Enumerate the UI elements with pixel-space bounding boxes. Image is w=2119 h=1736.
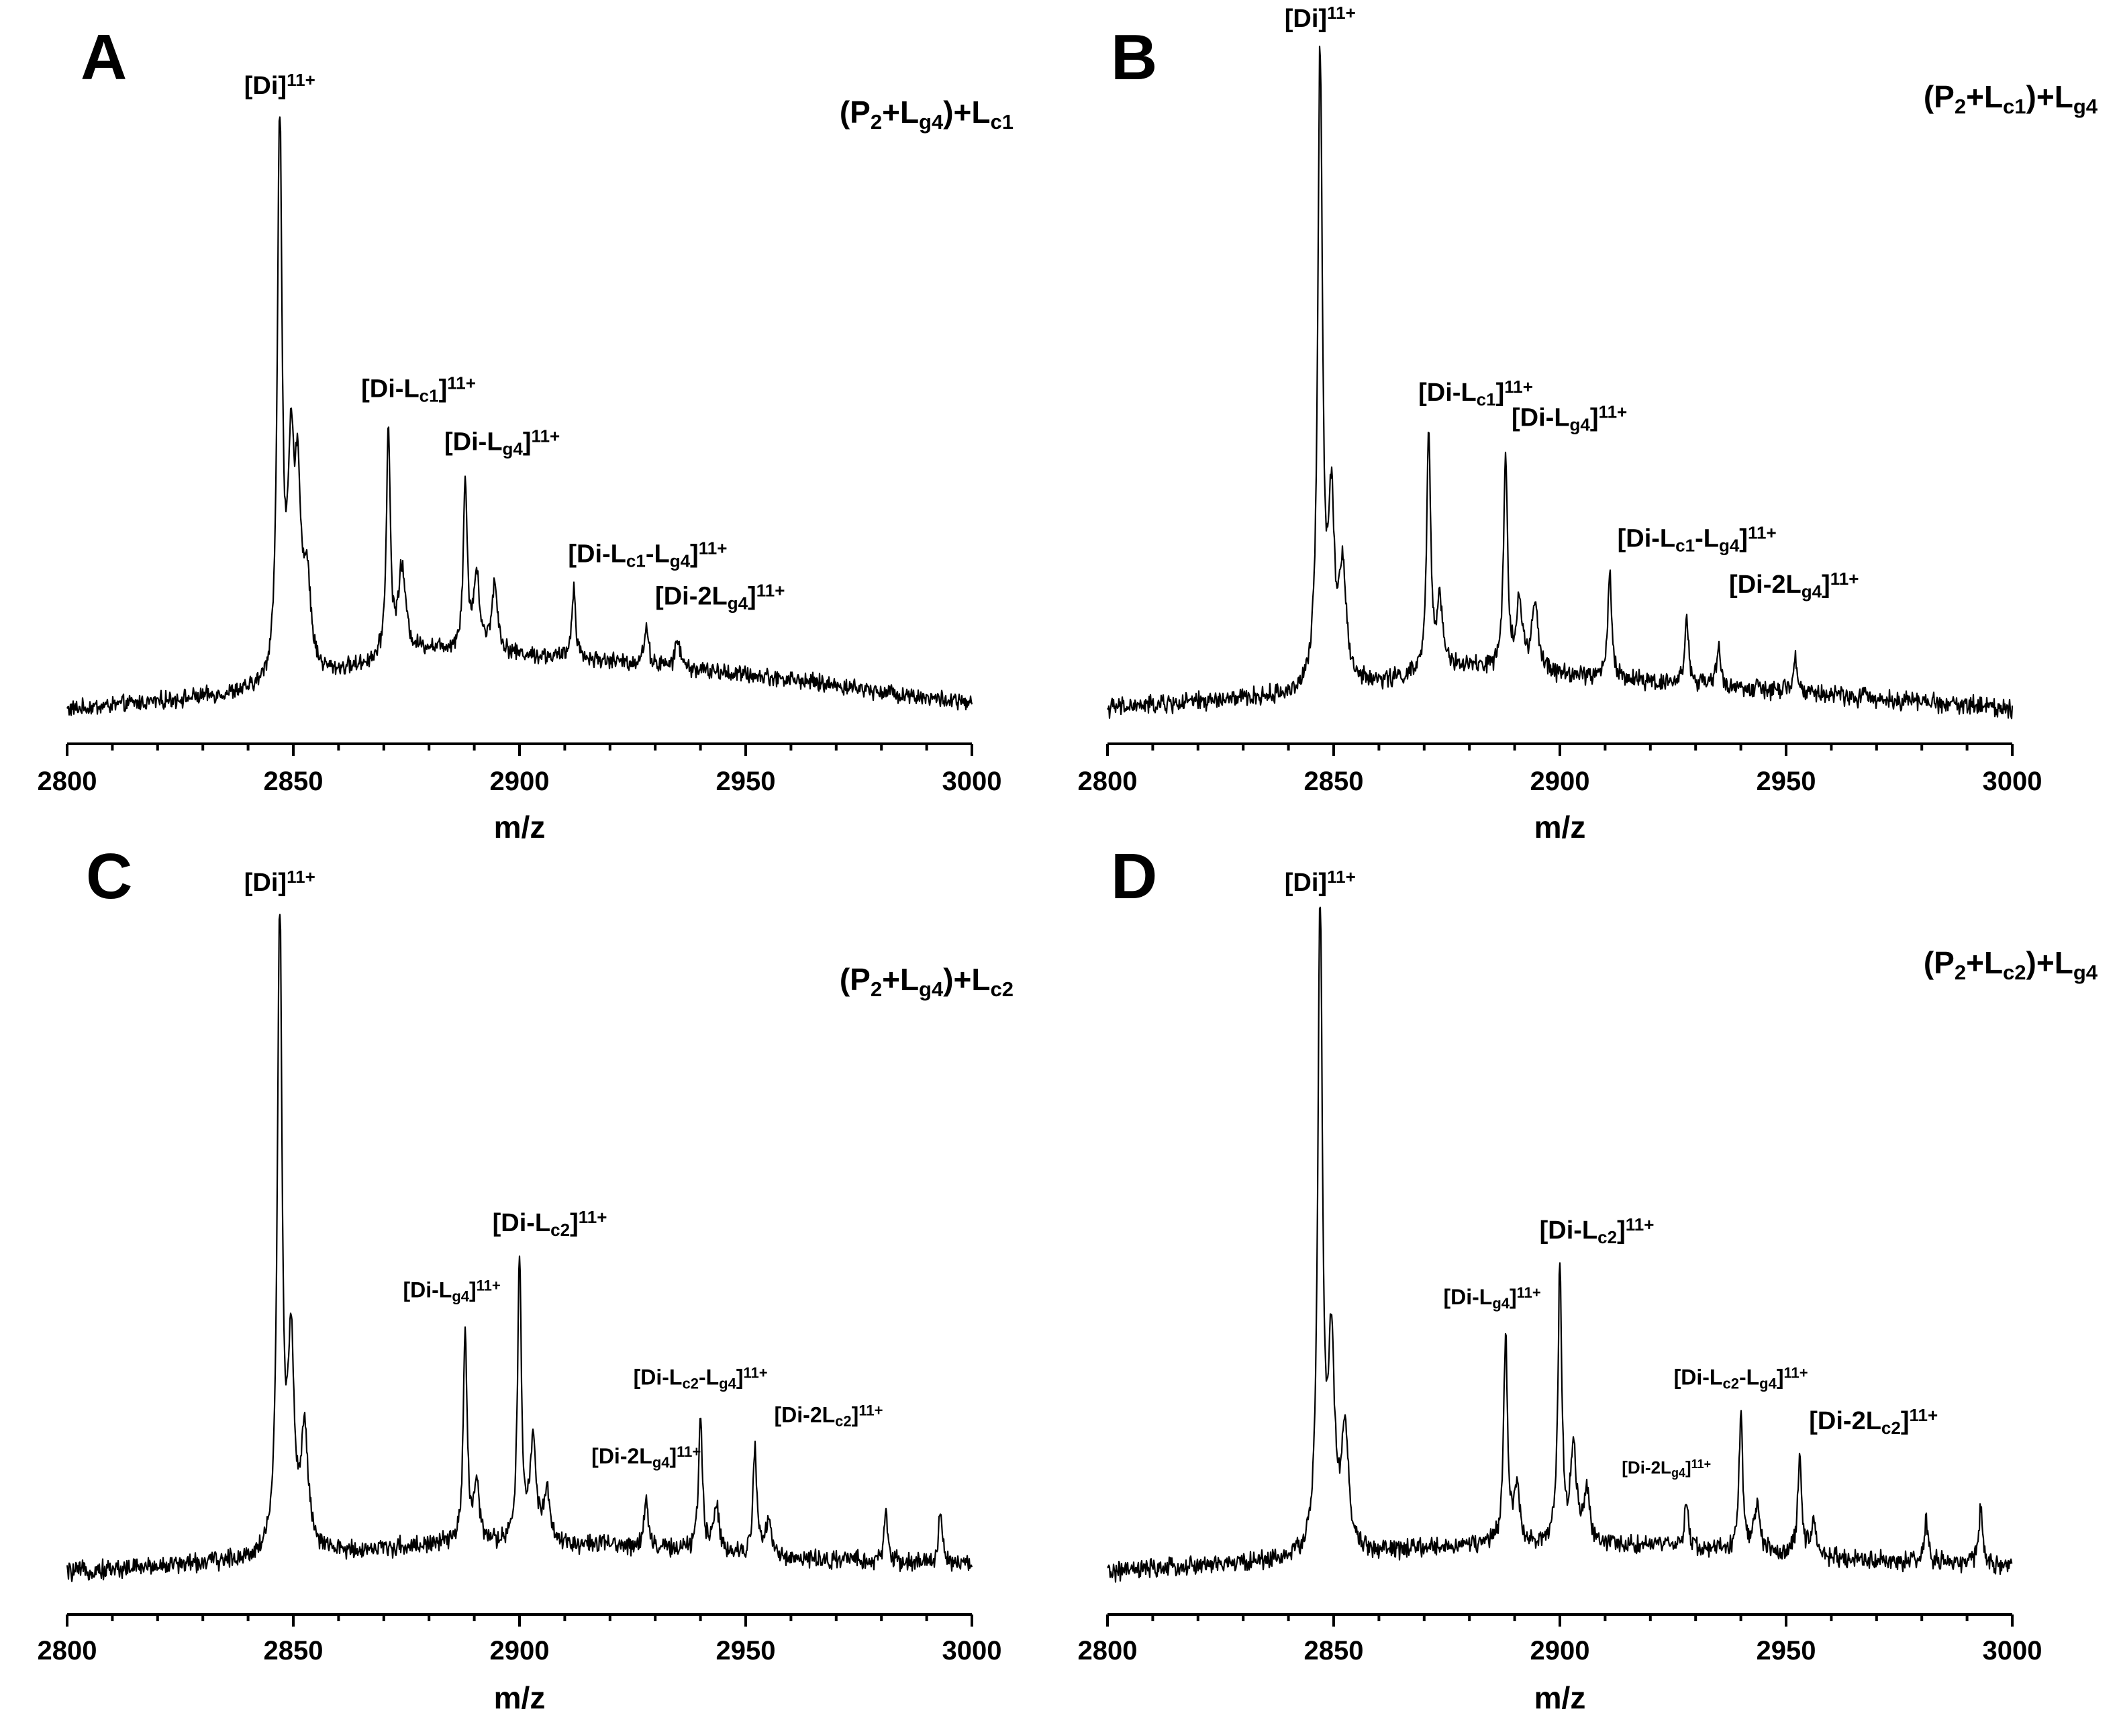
x-tick-label: 2900 xyxy=(1530,767,1590,796)
x-axis-title: m/z xyxy=(494,810,546,845)
peak-annotation-label: [Di-Lc2-Lg4]11+ xyxy=(634,1365,768,1392)
x-axis-ticks xyxy=(1106,744,2014,756)
condition-label: (P2+Lg4)+Lc1 xyxy=(840,95,1014,134)
peak-annotation-label: [Di-2Lg4]11+ xyxy=(1622,1457,1711,1480)
annotation-group: [Di]11+ [Di-Lg4]11+ [Di-Lc2]11+ [Di-2Lg4… xyxy=(1285,867,1938,1480)
annotation-group: [Di]11+ [Di-Lg4]11+ [Di-Lc2]11+ [Di-2Lg4… xyxy=(244,867,883,1471)
peak-annotation-label: [Di-Lc1]11+ xyxy=(1418,377,1533,409)
peak-annotation-label: [Di-Lg4]11+ xyxy=(403,1277,500,1305)
x-axis-title: m/z xyxy=(1534,810,1586,845)
x-tick-label: 2950 xyxy=(1757,767,1816,796)
condition-label: (P2+Lc2)+Lg4 xyxy=(1924,945,2098,984)
panel-letter: B xyxy=(1111,21,1157,93)
spectrum-trace-line xyxy=(66,914,973,1582)
spectrum-trace-group xyxy=(1107,906,2013,1583)
x-tick-label: 2900 xyxy=(490,1636,550,1666)
peak-annotation-label: [Di-Lg4]11+ xyxy=(1512,402,1627,435)
panel-d: D (P2+Lc2)+Lg4 2800 2850 2900 2950 3000 … xyxy=(1078,840,2098,1715)
x-tick-label: 2900 xyxy=(490,767,550,796)
panel-c: C (P2+Lg4)+Lc2 2800 2850 2900 2950 3000 … xyxy=(38,840,1014,1715)
x-tick-label: 2800 xyxy=(1078,767,1138,796)
peak-annotation-label: [Di-Lg4]11+ xyxy=(1443,1284,1540,1312)
panel-b: B (P2+Lc1)+Lg4 2800 2850 2900 2950 3000 … xyxy=(1078,3,2098,845)
annotation-group: [Di]11+ [Di-Lc1]11+ [Di-Lg4]11+ [Di-Lc1-… xyxy=(1285,3,1859,601)
condition-label: (P2+Lg4)+Lc2 xyxy=(840,962,1014,1001)
panel-letter: C xyxy=(86,840,132,912)
peak-annotation-label: [Di-2Lg4]11+ xyxy=(655,581,785,614)
x-axis-title: m/z xyxy=(1534,1680,1586,1715)
peak-annotation-label: [Di-Lc1]11+ xyxy=(361,373,476,406)
x-tick-label: 2850 xyxy=(1304,767,1364,796)
peak-annotation-label: [Di]11+ xyxy=(244,70,315,100)
x-tick-label: 2800 xyxy=(38,1636,97,1666)
spectrum-trace-line xyxy=(66,116,973,716)
x-axis-title: m/z xyxy=(494,1680,546,1715)
peak-annotation-label: [Di-2Lc2]11+ xyxy=(775,1402,883,1430)
x-tick-label: 2900 xyxy=(1530,1636,1590,1666)
x-tick-label: 2850 xyxy=(264,767,324,796)
condition-label: (P2+Lc1)+Lg4 xyxy=(1924,79,2098,118)
x-tick-label: 2800 xyxy=(1078,1636,1138,1666)
peak-annotation-label: [Di-Lc1-Lg4]11+ xyxy=(1618,523,1777,556)
x-tick-label: 2950 xyxy=(1757,1636,1816,1666)
peak-annotation-label: [Di-Lc1-Lg4]11+ xyxy=(568,538,727,571)
peak-annotation-label: [Di-2Lg4]11+ xyxy=(591,1443,701,1471)
x-tick-label: 3000 xyxy=(942,767,1002,796)
peak-annotation-label: [Di-2Lg4]11+ xyxy=(1729,569,1859,602)
x-tick-label: 3000 xyxy=(1983,1636,2042,1666)
peak-annotation-label: [Di-Lc2]11+ xyxy=(493,1207,607,1240)
x-tick-label: 3000 xyxy=(942,1636,1002,1666)
spectrum-trace-group xyxy=(66,116,973,716)
peak-annotation-label: [Di]11+ xyxy=(1285,867,1356,897)
peak-annotation-label: [Di-Lc2-Lg4]11+ xyxy=(1674,1365,1808,1392)
peak-annotation-label: [Di]11+ xyxy=(1285,3,1356,33)
peak-annotation-label: [Di]11+ xyxy=(244,867,315,897)
x-tick-label: 2850 xyxy=(264,1636,324,1666)
annotation-group: [Di]11+ [Di-Lc1]11+ [Di-Lg4]11+ [Di-Lc1-… xyxy=(244,70,785,614)
x-tick-label: 2800 xyxy=(38,767,97,796)
x-axis-ticks xyxy=(66,744,973,756)
x-tick-label: 2850 xyxy=(1304,1636,1364,1666)
peak-annotation-label: [Di-Lg4]11+ xyxy=(444,426,560,459)
spectrum-trace-line xyxy=(1107,46,2014,720)
spectrum-trace-group xyxy=(66,914,973,1582)
x-tick-label: 2950 xyxy=(716,1636,776,1666)
x-axis-ticks xyxy=(1106,1614,2014,1627)
panel-letter: A xyxy=(81,21,127,93)
peak-annotation-label: [Di-2Lc2]11+ xyxy=(1809,1405,1938,1438)
spectrum-trace-group xyxy=(1107,46,2014,720)
peak-annotation-label: [Di-Lc2]11+ xyxy=(1540,1214,1655,1247)
x-tick-label: 3000 xyxy=(1983,767,2042,796)
x-axis-ticks xyxy=(66,1614,973,1627)
x-tick-label: 2950 xyxy=(716,767,776,796)
panel-letter: D xyxy=(1111,840,1157,912)
spectrum-trace-line xyxy=(1107,906,2013,1583)
panel-a: A (P2+Lg4)+Lc1 2800 2850 2900 2950 3000 … xyxy=(38,21,1014,845)
